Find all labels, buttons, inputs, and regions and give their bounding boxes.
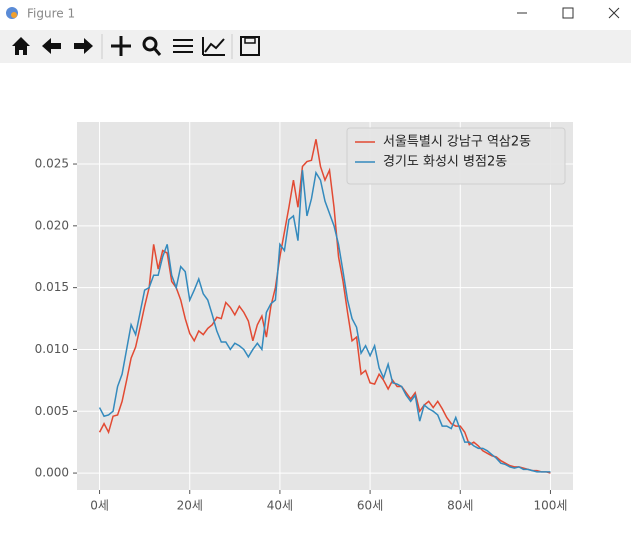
home-button[interactable] [12,37,30,55]
y-tick-label: 0.005 [35,404,69,418]
close-button[interactable] [608,7,620,19]
x-tick-label: 0세 [90,499,109,513]
app-icon-dot [11,12,17,18]
pan-button[interactable] [111,36,131,56]
y-tick-label: 0.000 [35,466,69,480]
zoom-button[interactable] [142,36,158,52]
window-title: Figure 1 [27,7,75,21]
maximize-button[interactable] [562,7,574,19]
save-icon-part [244,37,256,44]
legend-box [346,127,566,185]
configure-button[interactable] [173,39,193,53]
y-tick-label: 0.025 [35,157,69,171]
x-tick-label: 20세 [177,499,203,513]
forward-button[interactable] [74,38,93,54]
x-tick-label: 40세 [267,499,293,513]
y-tick-label: 0.010 [35,342,69,356]
title-bar [0,0,631,29]
x-tick-label: 60세 [357,499,383,513]
back-button[interactable] [42,38,61,54]
save-button[interactable] [240,36,260,56]
legend-label: 서울특별시 강남구 역삼2동 [383,135,531,150]
y-tick-label: 0.020 [35,218,69,232]
zoom-handle [152,47,162,56]
toolbar [0,30,631,63]
x-tick-label: 100세 [533,499,567,513]
legend-label: 경기도 화성시 병점2동 [383,155,507,170]
chart: 0.000 0.005 0.010 0.015 0.020 0.025 0세 20세 40세 60… [35,122,573,513]
y-tick-label: 0.015 [35,280,69,294]
x-tick-label: 80세 [447,499,473,513]
edit-button[interactable] [202,37,225,56]
data-line [98,170,551,473]
